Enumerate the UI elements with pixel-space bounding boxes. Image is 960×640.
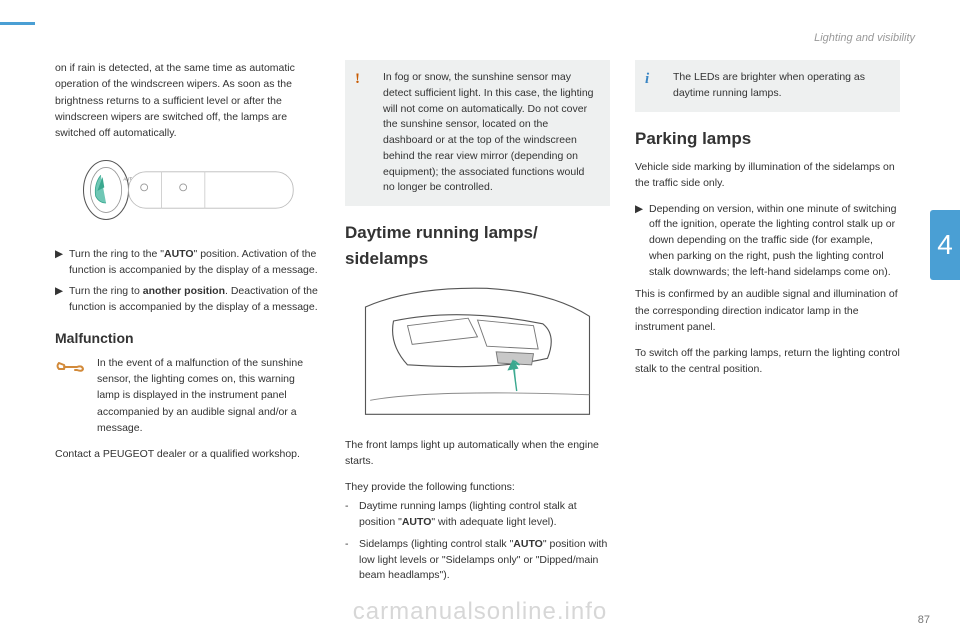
chapter-tab: 4 xyxy=(930,210,960,280)
drl-p1: The front lamps light up automatically w… xyxy=(345,437,610,470)
bullet-bold: AUTO xyxy=(513,538,543,550)
bullet-bold: another position xyxy=(143,285,225,297)
bullet-text: Turn the ring to the " xyxy=(69,248,164,260)
parking-p1: Vehicle side marking by illumination of … xyxy=(635,159,900,192)
page-number: 87 xyxy=(918,612,930,629)
bullet-bold: AUTO xyxy=(164,248,194,260)
intro-text: on if rain is detected, at the same time… xyxy=(55,60,320,141)
info-icon: i xyxy=(645,68,649,91)
bullet-text: Depending on version, within one minute … xyxy=(649,203,896,278)
header-accent-bar xyxy=(0,22,35,25)
page-content: on if rain is detected, at the same time… xyxy=(55,60,900,590)
col3-bullet-list: Depending on version, within one minute … xyxy=(635,202,900,281)
info-text: The LEDs are brighter when operating as … xyxy=(673,71,865,99)
drl-heading: Daytime running lamps/ sidelamps xyxy=(345,220,610,271)
list-item: Sidelamps (lighting control stalk "AUTO"… xyxy=(359,537,610,584)
warning-icon: ! xyxy=(355,68,360,91)
figure-stalk: AUTO xyxy=(55,151,320,235)
bullet-bold: AUTO xyxy=(402,516,432,528)
drl-p2: They provide the following functions: xyxy=(345,479,610,495)
figure-headlamp xyxy=(345,279,610,425)
column-3: i The LEDs are brighter when operating a… xyxy=(635,60,900,590)
parking-p2: This is confirmed by an audible signal a… xyxy=(635,286,900,335)
malfunction-block: In the event of a malfunction of the sun… xyxy=(55,355,320,436)
malfunction-heading: Malfunction xyxy=(55,328,320,349)
breadcrumb: Lighting and visibility xyxy=(814,30,915,47)
list-item: Turn the ring to another position. Deact… xyxy=(69,284,320,316)
parking-p3: To switch off the parking lamps, return … xyxy=(635,345,900,378)
parking-heading: Parking lamps xyxy=(635,126,900,152)
wrench-icon xyxy=(55,357,85,377)
info-callout: i The LEDs are brighter when operating a… xyxy=(635,60,900,112)
watermark: carmanualsonline.info xyxy=(0,594,960,630)
list-item: Daytime running lamps (lighting control … xyxy=(359,499,610,531)
col1-bullet-list: Turn the ring to the "AUTO" position. Ac… xyxy=(55,247,320,316)
column-2: ! In fog or snow, the sunshine sensor ma… xyxy=(345,60,610,590)
column-1: on if rain is detected, at the same time… xyxy=(55,60,320,590)
warning-callout: ! In fog or snow, the sunshine sensor ma… xyxy=(345,60,610,206)
bullet-text: Sidelamps (lighting control stalk " xyxy=(359,538,513,550)
contact-text: Contact a PEUGEOT dealer or a qualified … xyxy=(55,446,320,462)
bullet-text: " with adequate light level). xyxy=(431,516,556,528)
list-item: Depending on version, within one minute … xyxy=(649,202,900,281)
list-item: Turn the ring to the "AUTO" position. Ac… xyxy=(69,247,320,279)
col2-bullet-list: Daytime running lamps (lighting control … xyxy=(345,499,610,584)
warning-text: In fog or snow, the sunshine sensor may … xyxy=(383,71,594,193)
bullet-text: Turn the ring to xyxy=(69,285,143,297)
malfunction-body: In the event of a malfunction of the sun… xyxy=(97,355,320,436)
